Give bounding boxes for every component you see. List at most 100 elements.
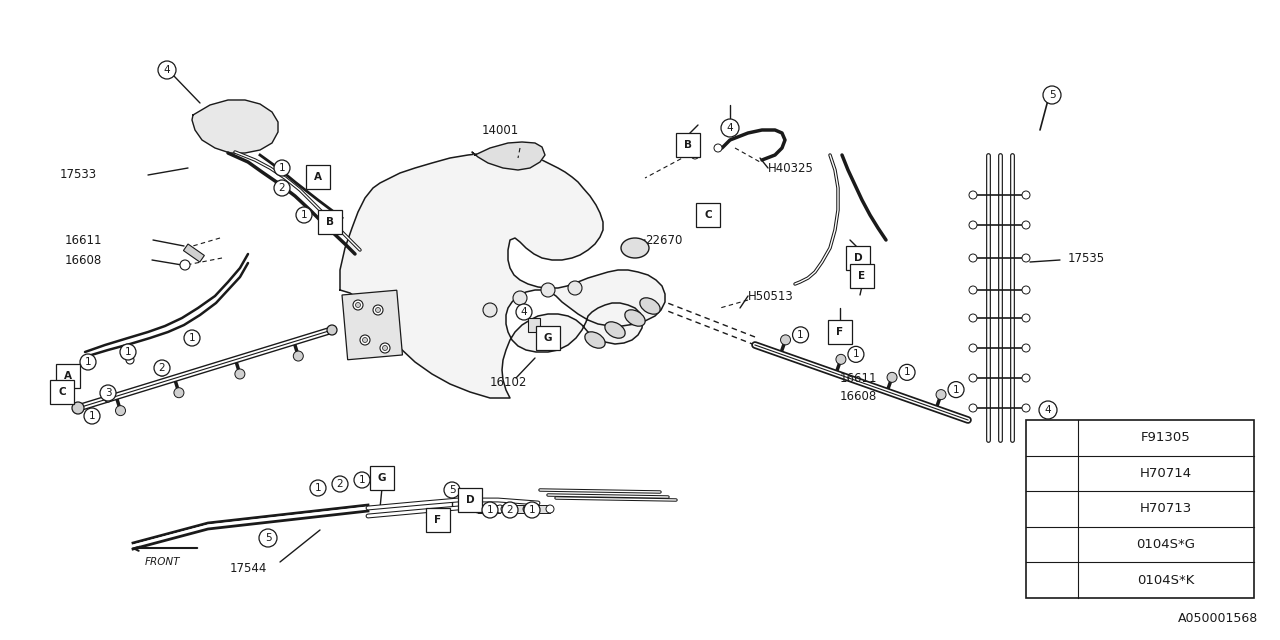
Circle shape xyxy=(1021,286,1030,294)
Bar xyxy=(342,290,402,360)
Circle shape xyxy=(1021,254,1030,262)
Circle shape xyxy=(1041,534,1062,556)
FancyBboxPatch shape xyxy=(56,364,79,388)
Text: 1: 1 xyxy=(529,505,535,515)
Text: 4: 4 xyxy=(164,65,170,75)
Text: 4: 4 xyxy=(1048,538,1056,551)
Text: 0104S*G: 0104S*G xyxy=(1137,538,1196,551)
Bar xyxy=(1027,420,1254,598)
Circle shape xyxy=(355,472,370,488)
Circle shape xyxy=(120,344,136,360)
Circle shape xyxy=(1039,401,1057,419)
Circle shape xyxy=(356,303,361,307)
Circle shape xyxy=(781,335,791,345)
Circle shape xyxy=(836,355,846,364)
Circle shape xyxy=(100,385,116,401)
Circle shape xyxy=(157,61,177,79)
FancyBboxPatch shape xyxy=(676,133,700,157)
Text: G: G xyxy=(378,473,387,483)
Circle shape xyxy=(1021,344,1030,352)
Text: 1: 1 xyxy=(315,483,321,493)
Circle shape xyxy=(326,325,337,335)
Circle shape xyxy=(274,180,291,196)
Text: G: G xyxy=(544,333,552,343)
Bar xyxy=(477,505,500,513)
Text: B: B xyxy=(684,140,692,150)
Text: 1: 1 xyxy=(301,210,307,220)
Circle shape xyxy=(125,356,134,364)
Circle shape xyxy=(568,281,582,295)
Circle shape xyxy=(1021,221,1030,229)
Text: 14001: 14001 xyxy=(483,124,520,136)
Text: 1: 1 xyxy=(88,411,95,421)
Circle shape xyxy=(184,330,200,346)
Circle shape xyxy=(721,119,739,137)
Text: 3: 3 xyxy=(1048,502,1056,515)
FancyBboxPatch shape xyxy=(306,165,330,189)
Circle shape xyxy=(1041,498,1062,520)
Circle shape xyxy=(483,303,497,317)
Ellipse shape xyxy=(640,298,660,314)
FancyBboxPatch shape xyxy=(50,380,74,404)
Circle shape xyxy=(969,374,977,382)
Circle shape xyxy=(969,344,977,352)
Text: 5: 5 xyxy=(265,533,271,543)
Text: C: C xyxy=(58,387,65,397)
Circle shape xyxy=(372,305,383,315)
Text: FRONT: FRONT xyxy=(145,557,179,567)
Text: H50513: H50513 xyxy=(748,289,794,303)
Text: 0104S*K: 0104S*K xyxy=(1138,573,1194,587)
Circle shape xyxy=(104,394,113,402)
Text: H70714: H70714 xyxy=(1140,467,1192,480)
Circle shape xyxy=(887,372,897,382)
Text: 1: 1 xyxy=(486,505,493,515)
Circle shape xyxy=(513,291,527,305)
Circle shape xyxy=(310,480,326,496)
Circle shape xyxy=(174,388,184,397)
Circle shape xyxy=(274,160,291,176)
Text: 17544: 17544 xyxy=(230,561,268,575)
Circle shape xyxy=(1043,86,1061,104)
FancyBboxPatch shape xyxy=(828,320,852,344)
Text: 4: 4 xyxy=(727,123,733,133)
Circle shape xyxy=(157,368,166,376)
Circle shape xyxy=(547,505,554,513)
Circle shape xyxy=(524,505,531,513)
Text: H40325: H40325 xyxy=(768,161,814,175)
Circle shape xyxy=(969,314,977,322)
Circle shape xyxy=(969,191,977,199)
Circle shape xyxy=(502,502,518,518)
FancyBboxPatch shape xyxy=(696,203,719,227)
Text: 1: 1 xyxy=(904,367,910,378)
Circle shape xyxy=(524,505,532,513)
Circle shape xyxy=(1041,569,1062,591)
Text: 4: 4 xyxy=(1044,405,1051,415)
Circle shape xyxy=(1041,462,1062,484)
Circle shape xyxy=(444,482,460,498)
Circle shape xyxy=(792,327,809,343)
Text: 16608: 16608 xyxy=(65,253,102,266)
Circle shape xyxy=(380,343,390,353)
Text: D: D xyxy=(854,253,863,263)
Circle shape xyxy=(360,335,370,345)
Text: B: B xyxy=(326,217,334,227)
FancyBboxPatch shape xyxy=(846,246,870,270)
Circle shape xyxy=(84,408,100,424)
Text: 16102: 16102 xyxy=(490,376,527,388)
Circle shape xyxy=(948,381,964,397)
Text: 1: 1 xyxy=(797,330,804,340)
Circle shape xyxy=(383,346,388,351)
Text: F91305: F91305 xyxy=(1142,431,1190,444)
Text: 1: 1 xyxy=(279,163,285,173)
Circle shape xyxy=(474,505,483,513)
Text: E: E xyxy=(859,271,865,281)
Bar xyxy=(183,244,205,262)
FancyBboxPatch shape xyxy=(458,488,483,512)
Text: F: F xyxy=(434,515,442,525)
Circle shape xyxy=(516,304,532,320)
Text: A: A xyxy=(64,371,72,381)
Circle shape xyxy=(236,369,244,379)
Text: 2: 2 xyxy=(1048,467,1056,480)
Text: 3: 3 xyxy=(105,388,111,398)
Circle shape xyxy=(1041,427,1062,449)
